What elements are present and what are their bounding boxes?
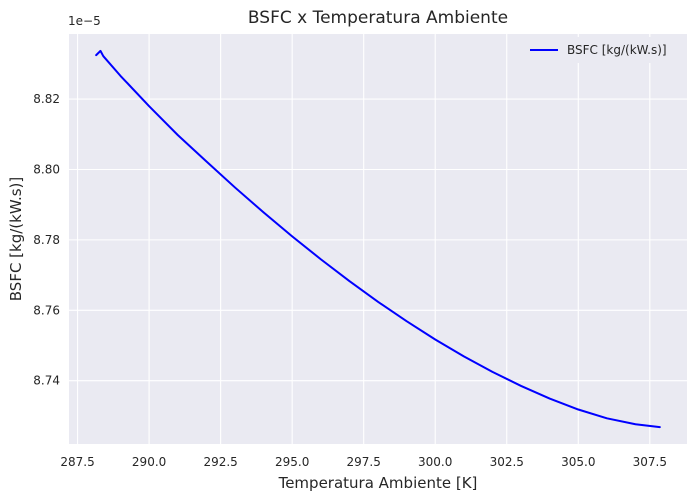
chart-title: BSFC x Temperatura Ambiente bbox=[248, 8, 508, 28]
tick-labels: 287.5 290.0 292.5 295.0 297.5 300.0 302.5 305.0… bbox=[33, 92, 667, 469]
legend-box bbox=[522, 37, 681, 63]
legend: BSFC [kg/(kW.s)] bbox=[522, 37, 681, 63]
x-tick-label: 302.5 bbox=[490, 455, 524, 469]
y-tick-label: 8.80 bbox=[33, 162, 60, 176]
y-offset-label: 1e−5 bbox=[68, 14, 101, 28]
series-lines bbox=[95, 49, 661, 429]
series-line bbox=[95, 49, 661, 429]
legend-label: BSFC [kg/(kW.s)] bbox=[567, 43, 667, 57]
y-tick-label: 8.78 bbox=[33, 233, 60, 247]
x-tick-label: 300.0 bbox=[418, 455, 452, 469]
grid bbox=[69, 34, 687, 444]
x-tick-label: 290.0 bbox=[132, 455, 166, 469]
y-tick-label: 8.76 bbox=[33, 303, 60, 317]
y-tick-label: 8.82 bbox=[33, 92, 60, 106]
x-tick-label: 305.0 bbox=[561, 455, 595, 469]
x-axis-label: Temperatura Ambiente [K] bbox=[278, 474, 478, 492]
y-tick-label: 8.74 bbox=[33, 374, 60, 388]
x-tick-label: 295.0 bbox=[275, 455, 309, 469]
x-tick-label: 292.5 bbox=[203, 455, 237, 469]
x-tick-label: 287.5 bbox=[60, 455, 94, 469]
plot-area bbox=[69, 34, 687, 444]
x-tick-label: 307.5 bbox=[633, 455, 667, 469]
y-axis-label: BSFC [kg/(kW.s)] bbox=[7, 177, 25, 301]
x-tick-label: 297.5 bbox=[347, 455, 381, 469]
